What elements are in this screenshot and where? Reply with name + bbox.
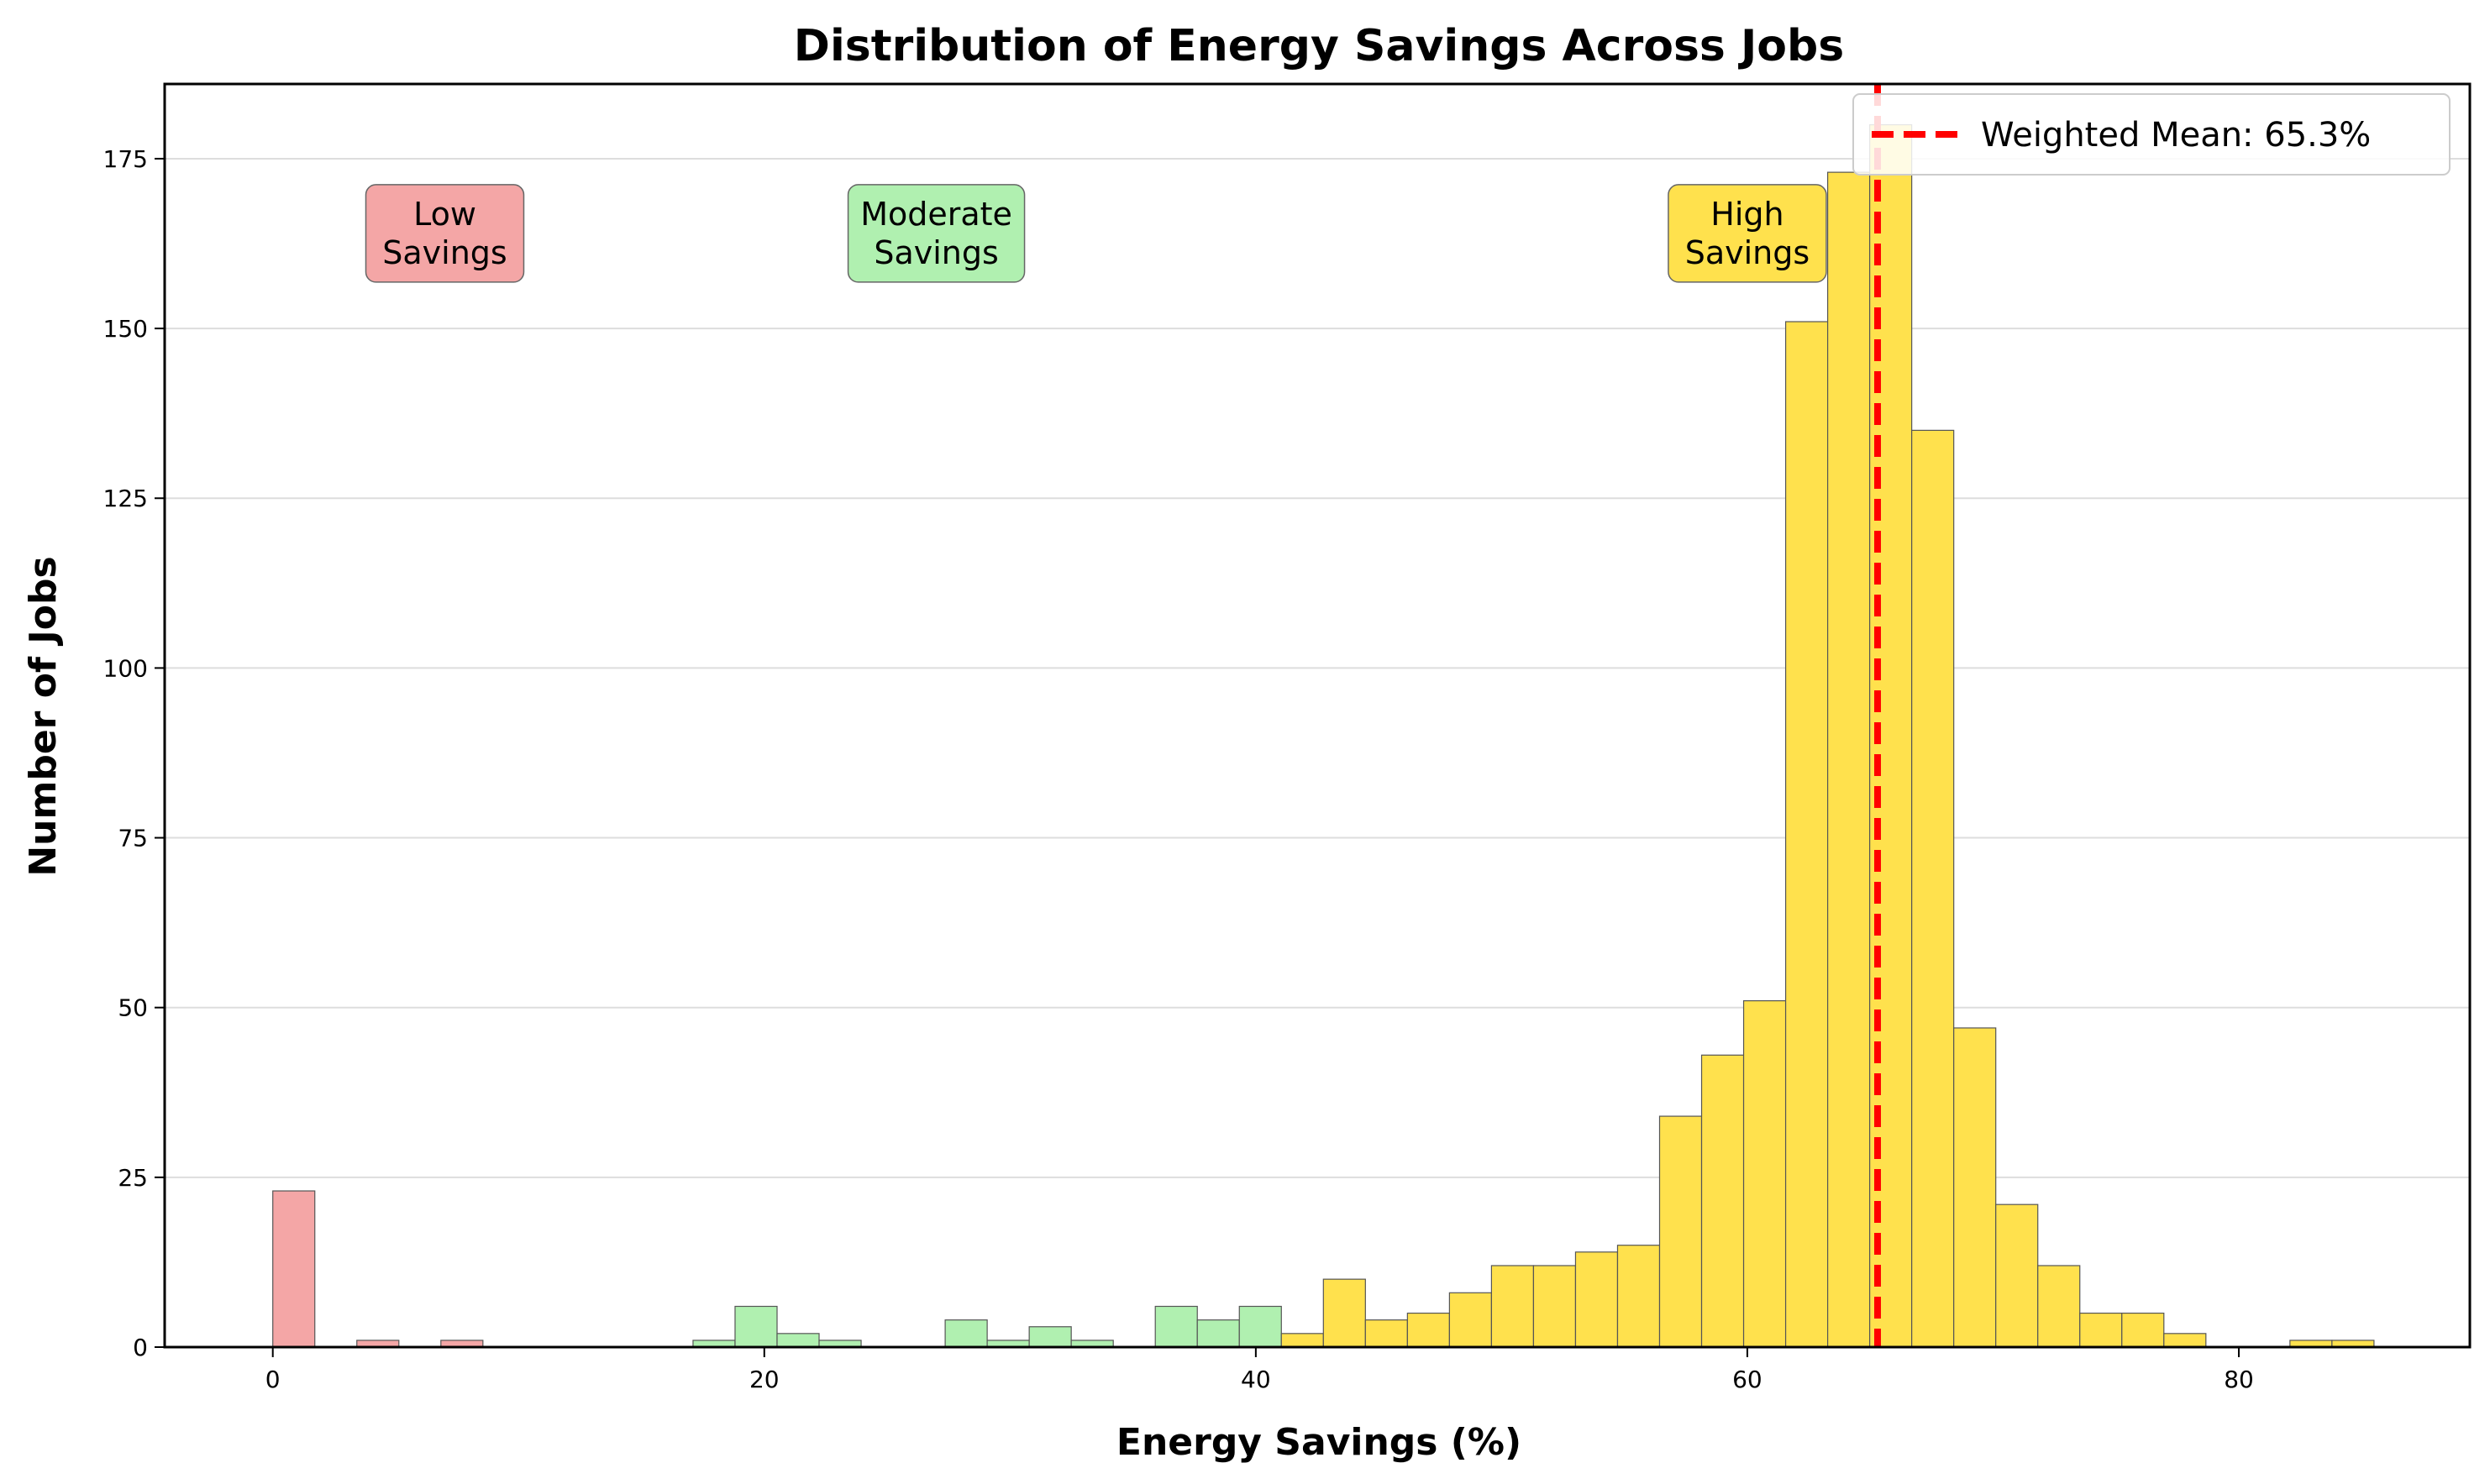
y-tick-label: 50 — [118, 994, 148, 1022]
histogram-bar — [776, 1333, 820, 1348]
x-axis-label: Energy Savings (%) — [1116, 1421, 1521, 1464]
histogram-bar — [1154, 1305, 1198, 1348]
x-tick-label: 40 — [1241, 1366, 1271, 1393]
x-tick-label: 80 — [2224, 1366, 2254, 1393]
histogram-bar — [1490, 1265, 1535, 1348]
y-axis: 0 25 50 75 100 125 150 175 — [103, 145, 165, 1361]
annotation-label: Savings — [382, 234, 507, 271]
y-tick-label: 175 — [103, 145, 148, 173]
histogram-bar — [1953, 1027, 1997, 1348]
histogram-bar — [272, 1190, 316, 1348]
x-tick-label: 60 — [1732, 1366, 1762, 1393]
histogram-bar — [2121, 1312, 2165, 1348]
x-tick-label: 20 — [749, 1366, 780, 1393]
histogram-bar — [1700, 1054, 1745, 1348]
annotation-label: Savings — [874, 234, 998, 271]
histogram-bar — [2079, 1312, 2123, 1348]
y-tick-label: 150 — [103, 315, 148, 343]
x-tick-label: 0 — [265, 1366, 281, 1393]
histogram-bar — [1532, 1265, 1577, 1348]
histogram-bar — [1911, 429, 1955, 1348]
chart-title: Distribution of Energy Savings Across Jo… — [794, 21, 1844, 71]
y-axis-label: Number of Jobs — [22, 556, 65, 876]
y-tick-label: 75 — [118, 825, 148, 852]
annotation-label: High — [1710, 196, 1783, 233]
histogram-bar — [1995, 1203, 2039, 1348]
legend-box — [1852, 93, 2451, 176]
histogram-bar — [1322, 1278, 1366, 1348]
y-tick-label: 125 — [103, 485, 148, 512]
legend-label: Weighted Mean: 65.3% — [1981, 116, 2371, 155]
histogram-bar — [944, 1319, 988, 1348]
annotation-box — [1668, 184, 1827, 283]
annotation-label: Savings — [1685, 234, 1810, 271]
histogram-bar — [1364, 1319, 1408, 1348]
annotation-box — [847, 184, 1026, 283]
histogram-bar — [1574, 1251, 1619, 1348]
histogram-bar — [1238, 1305, 1282, 1348]
bars — [272, 123, 2375, 1348]
y-tick-label: 100 — [103, 654, 148, 682]
histogram-bar — [2037, 1265, 2081, 1348]
annotation-box — [365, 184, 525, 283]
annotation-label: Low — [413, 196, 476, 233]
histogram-bar — [1784, 321, 1829, 1348]
histogram-bar — [1742, 1000, 1787, 1348]
histogram-bar — [1616, 1245, 1661, 1348]
histogram-bar — [1280, 1333, 1324, 1348]
legend: Weighted Mean: 65.3% — [1852, 93, 2451, 176]
histogram-bar — [1406, 1312, 1450, 1348]
plot-frame — [163, 82, 2472, 1349]
y-tick-label: 25 — [118, 1164, 148, 1192]
histogram-bar — [1658, 1115, 1703, 1348]
annotation-label: Moderate — [860, 196, 1012, 233]
histogram-bar — [2163, 1333, 2207, 1348]
grid-lines — [165, 157, 2470, 1178]
y-tick-label: 0 — [133, 1334, 148, 1361]
histogram-bar — [1827, 171, 1871, 1348]
histogram-bar — [1448, 1292, 1493, 1348]
histogram-bar — [1028, 1326, 1072, 1348]
histogram-bar — [734, 1305, 778, 1348]
histogram-bar — [1196, 1319, 1240, 1348]
x-axis: 0 20 40 60 80 — [265, 1347, 2254, 1393]
